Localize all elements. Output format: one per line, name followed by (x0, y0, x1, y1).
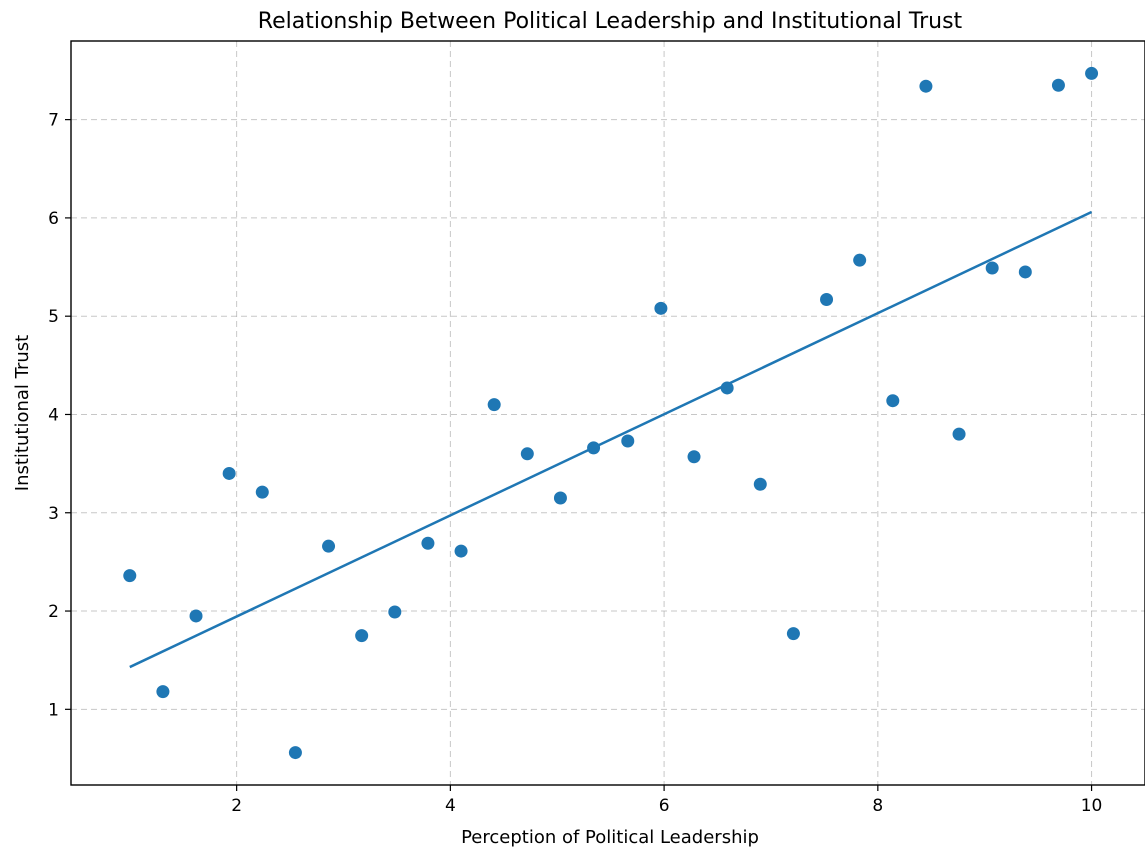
grid-lines (71, 41, 1145, 785)
scatter-point (454, 544, 468, 558)
scatter-point (621, 434, 635, 448)
trend-line (129, 210, 1093, 669)
y-tick-label: 4 (48, 405, 59, 425)
scatter-point (753, 477, 767, 491)
scatter-point (553, 491, 567, 505)
scatter-point (388, 605, 402, 619)
scatter-point (189, 609, 203, 623)
scatter-point (786, 627, 800, 641)
y-tick-label: 3 (48, 504, 59, 524)
scatter-point (255, 485, 269, 499)
scatter-point (587, 441, 601, 455)
scatter-point (1051, 78, 1065, 92)
x-axis-ticks: 2 4 6 8 10 (231, 785, 1102, 816)
x-tick-label: 4 (445, 796, 456, 816)
scatter-point (1018, 265, 1032, 279)
y-tick-label: 2 (48, 602, 59, 622)
scatter-point (288, 746, 302, 760)
scatter-point (421, 536, 435, 550)
scatter-point (156, 685, 170, 699)
y-tick-label: 5 (48, 307, 59, 327)
scatter-point (355, 629, 369, 643)
trend-line-layer (129, 210, 1093, 669)
scatter-point (952, 427, 966, 441)
x-tick-label: 6 (659, 796, 670, 816)
plot-frame (70, 40, 1145, 786)
y-tick-label: 7 (48, 111, 59, 131)
scatter-point (222, 466, 236, 480)
scatter-point (1085, 66, 1099, 80)
scatter-point (687, 450, 701, 464)
y-tick-label: 6 (48, 209, 59, 229)
scatter-point (654, 301, 668, 315)
scatter-point (820, 292, 834, 306)
scatter-point (886, 394, 900, 408)
chart-title: Relationship Between Political Leadershi… (258, 9, 963, 34)
scatter-point (322, 539, 336, 553)
y-tick-label: 1 (48, 700, 59, 720)
scatter-point (123, 569, 137, 583)
x-tick-label: 10 (1081, 796, 1103, 816)
y-axis-ticks: 1 2 3 4 5 6 7 (48, 111, 71, 720)
scatter-point (853, 253, 867, 267)
x-tick-label: 2 (231, 796, 242, 816)
scatter-point (520, 447, 534, 461)
x-axis-label: Perception of Political Leadership (461, 827, 759, 848)
scatter-point (985, 261, 999, 275)
scatter-point (919, 79, 933, 93)
scatter-point (720, 381, 734, 395)
y-axis-label: Institutional Trust (12, 335, 33, 491)
scatter-point (487, 398, 501, 412)
scatter-points (123, 66, 1099, 760)
x-tick-label: 8 (872, 796, 883, 816)
